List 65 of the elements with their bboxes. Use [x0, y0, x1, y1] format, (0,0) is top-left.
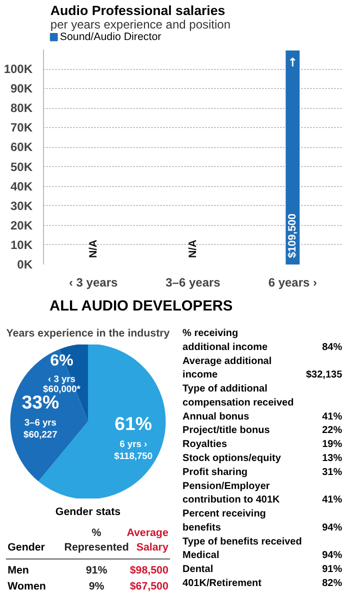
- category-label: Project/title bonus: [182, 425, 270, 436]
- text: N/A: [87, 240, 100, 258]
- text: 84%: [322, 342, 342, 353]
- text: $60,000*: [43, 384, 81, 394]
- y-tick-label: 60K: [10, 140, 33, 154]
- y-tick-label: 70K: [10, 120, 33, 135]
- text: $60,227: [24, 429, 58, 440]
- category-label: Medical: [182, 550, 220, 562]
- text: 91%: [322, 564, 342, 576]
- category-label: Annual bonus: [182, 411, 250, 422]
- category-label: 401K/Retirement: [182, 578, 262, 589]
- legend-label: Sound/Audio Director: [60, 31, 162, 44]
- text: 94%: [322, 522, 342, 534]
- chart-subtitle: per years experience and position: [50, 17, 231, 32]
- y-tick-label: 30K: [10, 198, 33, 213]
- text: 22%: [322, 425, 342, 436]
- data-label: 9%: [88, 580, 105, 592]
- slice-label: ‹ 3 yrs: [48, 374, 76, 384]
- text: 41%: [322, 494, 342, 506]
- category-label: Profit sharing: [182, 466, 248, 478]
- text: 82%: [322, 578, 342, 589]
- text: 19%: [322, 439, 342, 450]
- text: 41%: [322, 411, 342, 422]
- category-label: Dental: [182, 564, 214, 576]
- y-tick-label: 10K: [10, 238, 33, 252]
- text: Gender: [8, 542, 45, 554]
- text: $118,750: [114, 450, 153, 461]
- y-tick-label: 50K: [10, 160, 33, 174]
- data-label: 61%: [114, 413, 152, 434]
- chart-title: Audio Professional salaries: [50, 3, 226, 18]
- text: 13%: [322, 453, 342, 464]
- text: 31%: [322, 466, 342, 478]
- data-label: $98,500: [130, 564, 168, 576]
- x-tick-label: 3–6 years: [166, 276, 221, 290]
- y-tick-label: 80K: [10, 101, 33, 116]
- slice-label: 6 yrs ›: [120, 438, 148, 449]
- y-tick-label: 40K: [10, 179, 33, 194]
- category-label: Type of additional compensation received: [182, 384, 294, 408]
- text: Gender stats: [55, 506, 121, 518]
- y-tick-label: 100K: [4, 62, 33, 76]
- y-tick-label: 20K: [10, 218, 33, 232]
- x-tick-label: 6 years ›: [268, 276, 318, 290]
- x-tick-label: ‹ 3 years: [68, 276, 118, 290]
- text: N/A: [187, 240, 199, 258]
- annotation: ↑: [288, 55, 298, 70]
- category-label: Type of benefits received: [182, 536, 302, 548]
- slice-label: 3–6 yrs: [24, 417, 56, 428]
- category-label: % receiving additional income: [182, 328, 268, 353]
- data-label: 6%: [50, 352, 74, 370]
- y-tick-label: 0K: [17, 258, 33, 272]
- category-label: Men: [8, 564, 29, 576]
- text: 94%: [322, 550, 342, 562]
- chart-title: ALL AUDIO DEVELOPERS: [49, 298, 233, 314]
- data-label: $109,500: [286, 214, 299, 258]
- data-label: $67,500: [130, 580, 168, 592]
- data-label: 91%: [86, 564, 108, 576]
- text: $32,135: [306, 370, 342, 381]
- y-tick-label: 90K: [10, 82, 33, 96]
- category-label: Women: [8, 580, 46, 592]
- category-label: Royalties: [182, 439, 228, 450]
- category-label: Pension/Employer contribution to 401K: [182, 480, 281, 506]
- chart-subtitle: Years experience in the industry: [6, 328, 170, 340]
- category-label: Stock options/equity: [182, 453, 282, 464]
- category-label: Average additional income: [182, 356, 272, 381]
- category-label: Percent receiving benefits: [182, 508, 266, 534]
